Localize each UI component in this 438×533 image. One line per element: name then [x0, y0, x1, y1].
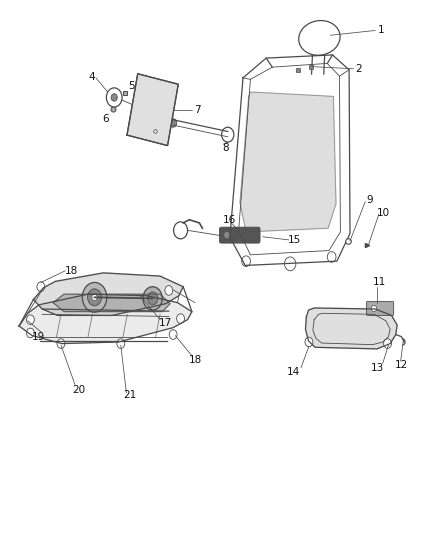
Text: 6: 6 — [102, 114, 109, 124]
Polygon shape — [305, 308, 397, 349]
Text: 11: 11 — [373, 278, 386, 287]
Text: 16: 16 — [223, 215, 236, 225]
Text: 13: 13 — [371, 362, 384, 373]
Circle shape — [111, 94, 117, 101]
Polygon shape — [240, 92, 336, 232]
Circle shape — [170, 119, 177, 127]
Polygon shape — [19, 294, 192, 344]
Text: 10: 10 — [377, 208, 390, 219]
Text: 18: 18 — [65, 266, 78, 276]
Circle shape — [222, 127, 234, 142]
Polygon shape — [53, 294, 170, 312]
Circle shape — [26, 328, 34, 338]
Text: 15: 15 — [287, 235, 301, 245]
Circle shape — [371, 305, 377, 312]
Circle shape — [177, 314, 184, 324]
Text: 12: 12 — [395, 360, 408, 370]
Text: 8: 8 — [222, 143, 229, 154]
FancyBboxPatch shape — [367, 302, 394, 316]
Text: 20: 20 — [73, 385, 86, 395]
Circle shape — [82, 282, 107, 312]
Polygon shape — [127, 74, 178, 146]
Circle shape — [305, 337, 313, 347]
Text: 5: 5 — [128, 81, 135, 91]
Text: 21: 21 — [123, 390, 136, 400]
Circle shape — [285, 257, 296, 271]
Circle shape — [224, 231, 230, 239]
Circle shape — [117, 339, 125, 349]
Circle shape — [384, 339, 392, 349]
Circle shape — [26, 315, 34, 325]
Circle shape — [165, 286, 173, 295]
Polygon shape — [33, 273, 183, 316]
Circle shape — [37, 282, 45, 292]
Text: 9: 9 — [366, 195, 372, 205]
Text: 17: 17 — [159, 318, 173, 328]
Circle shape — [143, 287, 162, 310]
Circle shape — [327, 252, 336, 262]
Text: 14: 14 — [286, 367, 300, 377]
Circle shape — [92, 294, 97, 301]
Circle shape — [57, 339, 65, 349]
Text: 4: 4 — [88, 72, 95, 82]
Circle shape — [148, 292, 158, 305]
Text: 18: 18 — [188, 354, 201, 365]
Circle shape — [242, 256, 251, 266]
Text: 7: 7 — [194, 104, 201, 115]
Text: 19: 19 — [32, 332, 45, 342]
Circle shape — [88, 289, 102, 306]
Text: 1: 1 — [378, 26, 385, 36]
FancyBboxPatch shape — [219, 227, 260, 243]
Circle shape — [169, 330, 177, 340]
Text: 2: 2 — [355, 64, 362, 74]
